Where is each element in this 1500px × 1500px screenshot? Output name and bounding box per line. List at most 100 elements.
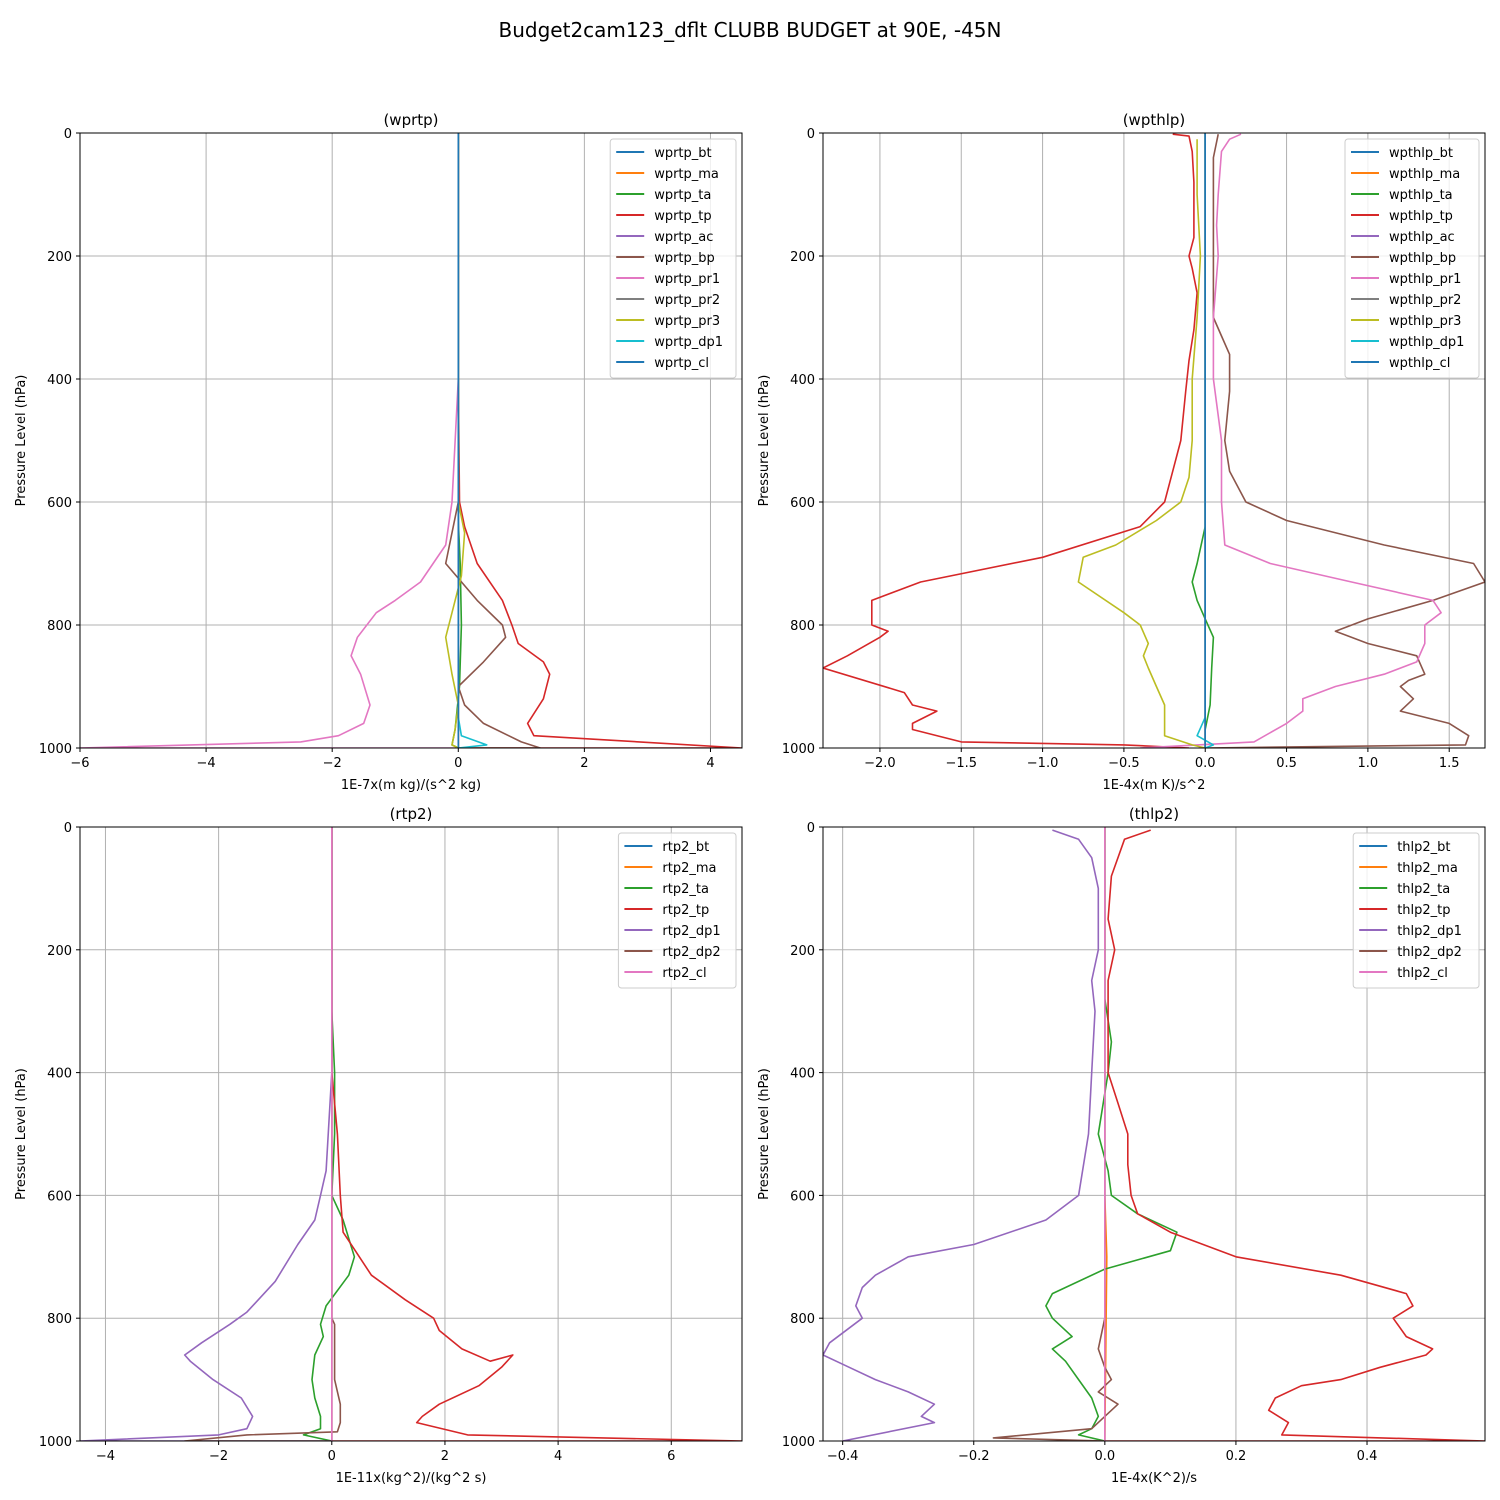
panels: −6 −4 −2 0 2 402004006008001000(wprtp)1E-7x(m… — [14, 111, 1486, 1486]
x-tick-label: 4 — [706, 756, 714, 771]
legend-label: wprtp_bt — [654, 146, 711, 161]
legend: wprtp_bt wprtp_ma wprtp_ta wprtp_tp wprtp_ac… — [609, 138, 737, 379]
series-lines — [80, 827, 742, 1441]
y-tick-label: 400 — [47, 373, 72, 388]
legend-label: rtp2_dp2 — [662, 945, 720, 960]
series-line-wpthlp_tp — [823, 133, 1198, 748]
y-tick-label: 800 — [47, 1312, 72, 1327]
legend-label: wpthlp_ta — [1389, 188, 1453, 203]
legend-label: wpthlp_ac — [1389, 230, 1455, 245]
legend: thlp2_bt thlp2_ma thlp2_ta thlp2_tp thlp2_dp… — [1352, 832, 1480, 989]
y-tick-label: 200 — [790, 944, 815, 959]
legend: wpthlp_bt wpthlp_ma wpthlp_ta wpthlp_tpwpth… — [1344, 138, 1480, 379]
legend-label: rtp2_bt — [662, 840, 709, 855]
x-tick-label: −6 — [70, 756, 89, 771]
series-line-thlp2_dp2 — [992, 827, 1119, 1441]
series-line-thlp2_dp1 — [823, 829, 1100, 1441]
legend-label: thlp2_bt — [1397, 840, 1450, 855]
y-tick-label: 1000 — [39, 742, 72, 757]
legend-label: wprtp_dp1 — [654, 335, 723, 350]
legend-label: wprtp_pr1 — [654, 272, 720, 287]
y-tick-label: 1000 — [782, 1435, 815, 1450]
legend-label: rtp2_cl — [662, 966, 706, 981]
y-axis-label: Pressure Level (hPa) — [757, 1068, 772, 1200]
x-tick-label: 4 — [554, 1449, 562, 1464]
legend: rtp2_bt rtp2_ma rtp2_ta rtp2_tp rtp2_dp1 rtp2… — [617, 832, 737, 989]
y-tick-label: 400 — [790, 1067, 815, 1082]
y-tick-label: 0 — [807, 821, 815, 836]
legend-label: wprtp_tp — [654, 209, 711, 224]
legend-label: wpthlp_bp — [1389, 251, 1456, 266]
panel-wpthlp: −2.0 −1.5 −1.0 −0.5 0.0 0.5 1.0 1.5 0 200 400 600 80… — [757, 111, 1486, 793]
panel-title: (wpthlp) — [1123, 111, 1186, 129]
legend-label: wpthlp_pr2 — [1389, 293, 1461, 308]
legend-label: wpthlp_bt — [1389, 146, 1453, 161]
x-tick-label: −2 — [209, 1449, 228, 1464]
series-line-wprtp_pr1 — [80, 133, 460, 748]
x-tick-label: 0 — [454, 756, 462, 771]
legend-label: wprtp_ta — [654, 188, 711, 203]
x-tick-label: 2 — [580, 756, 588, 771]
series-line-wprtp_bp — [444, 133, 542, 748]
x-tick-label: −4 — [197, 756, 216, 771]
y-tick-label: 400 — [47, 1067, 72, 1082]
series-lines — [823, 133, 1485, 748]
x-tick-label: −2.0 — [864, 756, 896, 771]
x-tick-label: 0.0 — [1195, 756, 1216, 771]
legend-box — [1352, 832, 1480, 989]
y-tick-label: 800 — [790, 1312, 815, 1327]
legend-box — [609, 138, 737, 379]
x-tick-label: 6 — [667, 1449, 675, 1464]
legend-label: wpthlp_cl — [1389, 356, 1450, 371]
figure-title: Budget2cam123_dflt CLUBB BUDGET at 90E, … — [499, 18, 1002, 42]
series-lines — [80, 133, 742, 748]
legend-label: wpthlp_tp — [1389, 209, 1453, 224]
series-line-rtp2_tp — [330, 827, 742, 1441]
y-tick-label: 800 — [790, 619, 815, 634]
series-line-thlp2_tp — [1104, 829, 1485, 1441]
legend-label: rtp2_ta — [662, 882, 709, 897]
y-tick-label: 200 — [47, 250, 72, 265]
x-axis-label: 1E-11x(kg^2)/(kg^2 s) — [336, 1471, 487, 1486]
y-tick-label: 400 — [790, 373, 815, 388]
x-tick-label: 0.0 — [1094, 1449, 1115, 1464]
y-tick-label: 1000 — [39, 1435, 72, 1450]
panel-wprtp: −6 −4 −2 0 2 4 0 200 400 600 800 1000 (wprtp) 1E-7x(m… — [14, 111, 743, 793]
legend-label: wpthlp_dp1 — [1389, 335, 1464, 350]
x-tick-label: 0.5 — [1276, 756, 1297, 771]
legend-label: wprtp_ma — [654, 167, 719, 182]
legend-label: wpthlp_ma — [1389, 167, 1460, 182]
axes-frame — [822, 132, 1486, 749]
series-line-wpthlp_bp — [1205, 134, 1485, 748]
axes-frame — [79, 826, 743, 1442]
series-line-wpthlp_pr3 — [1077, 139, 1206, 748]
legend-box — [1344, 138, 1480, 379]
x-tick-label: −1.0 — [1027, 756, 1059, 771]
axes-frame — [822, 826, 1486, 1442]
legend-label: wpthlp_pr1 — [1389, 272, 1461, 287]
legend-label: wprtp_pr3 — [654, 314, 720, 329]
legend-label: wprtp_pr2 — [654, 293, 720, 308]
legend-label: rtp2_ma — [662, 861, 716, 876]
x-tick-label: 0 — [328, 1449, 336, 1464]
legend-label: wprtp_ac — [654, 230, 713, 245]
series-line-wprtp_pr3 — [444, 133, 466, 748]
legend-label: thlp2_cl — [1397, 966, 1448, 981]
x-tick-label: −0.2 — [958, 1449, 990, 1464]
y-axis-label: Pressure Level (hPa) — [757, 375, 772, 507]
legend-box — [617, 832, 737, 989]
series-line-rtp2_dp2 — [183, 827, 342, 1441]
x-tick-label: 0.4 — [1357, 1449, 1378, 1464]
panel-rtp2: −4 −2 0 2 4 6 0 200 400 600 800 1000 (rtp2) 1E-11x(kg… — [14, 805, 743, 1486]
series-line-thlp2_ta — [1045, 827, 1178, 1441]
x-axis-label: 1E-7x(m kg)/(s^2 kg) — [341, 778, 481, 793]
y-tick-label: 0 — [64, 127, 72, 142]
x-tick-label: −0.4 — [827, 1449, 859, 1464]
legend-label: rtp2_dp1 — [662, 924, 720, 939]
axes-frame — [79, 132, 743, 749]
panel-title: (thlp2) — [1129, 805, 1179, 823]
y-tick-label: 600 — [790, 496, 815, 511]
panel-title: (wprtp) — [383, 111, 438, 129]
legend-label: rtp2_tp — [662, 903, 709, 918]
